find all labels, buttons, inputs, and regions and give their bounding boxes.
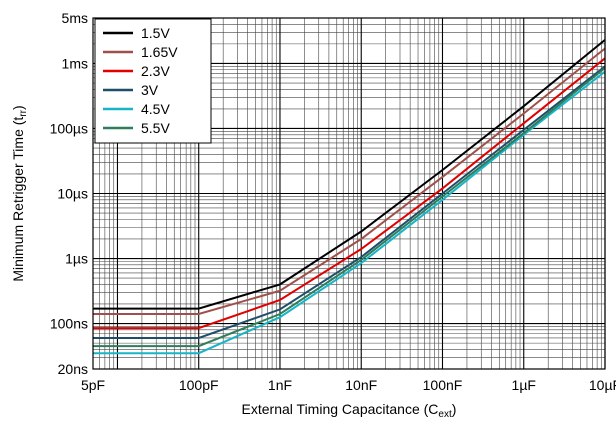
series-line-3V (93, 65, 606, 339)
y-tick-label: 20ns (58, 361, 88, 377)
plot-frame (92, 17, 606, 370)
legend-label: 5.5V (141, 120, 170, 136)
y-tick-label: 1ms (62, 55, 88, 71)
y-tick-label: 100µs (50, 120, 88, 136)
legend-label: 2.3V (141, 63, 170, 79)
series-line-2_3V (93, 57, 606, 330)
x-tick-label: 10µF (589, 377, 616, 393)
series-lines (93, 39, 606, 355)
legend-label: 1.5V (141, 25, 170, 41)
legend-label: 4.5V (141, 101, 170, 117)
legend: 1.5V 1.65V 2.3V 3V 4.5V 5.5V (94, 18, 212, 144)
x-tick-label: 100nF (423, 377, 463, 393)
series-line-5_5V (93, 67, 606, 348)
x-tick-label: 1nF (268, 377, 292, 393)
x-tick-label: 10nF (345, 377, 377, 393)
x-tick-label: 1µF (512, 377, 536, 393)
series-line-1_5V (93, 39, 606, 310)
y-tick-label: 10µs (57, 186, 88, 202)
x-tick-label: 5pF (81, 377, 105, 393)
y-tick-label: 1µs (65, 251, 88, 267)
y-axis-title: Minimum Retrigger Time (trr) (10, 105, 29, 281)
series-line-1_65V (93, 47, 606, 315)
y-tick-label: 100ns (50, 316, 88, 332)
y-tick-label: 5ms (62, 10, 88, 26)
legend-label: 1.65V (141, 44, 178, 60)
legend-box (94, 18, 212, 144)
series-line-4_5V (93, 70, 606, 355)
x-axis-title: External Timing Capacitance (Cext) (242, 401, 457, 420)
legend-label: 3V (141, 82, 159, 98)
x-tick-label: 100pF (179, 377, 219, 393)
y-tick-labels: 20ns 100ns 1µs 10µs 100µs 1ms 5ms (50, 10, 88, 377)
x-tick-labels: 5pF 100pF 1nF 10nF 100nF 1µF 10µF (81, 377, 616, 393)
